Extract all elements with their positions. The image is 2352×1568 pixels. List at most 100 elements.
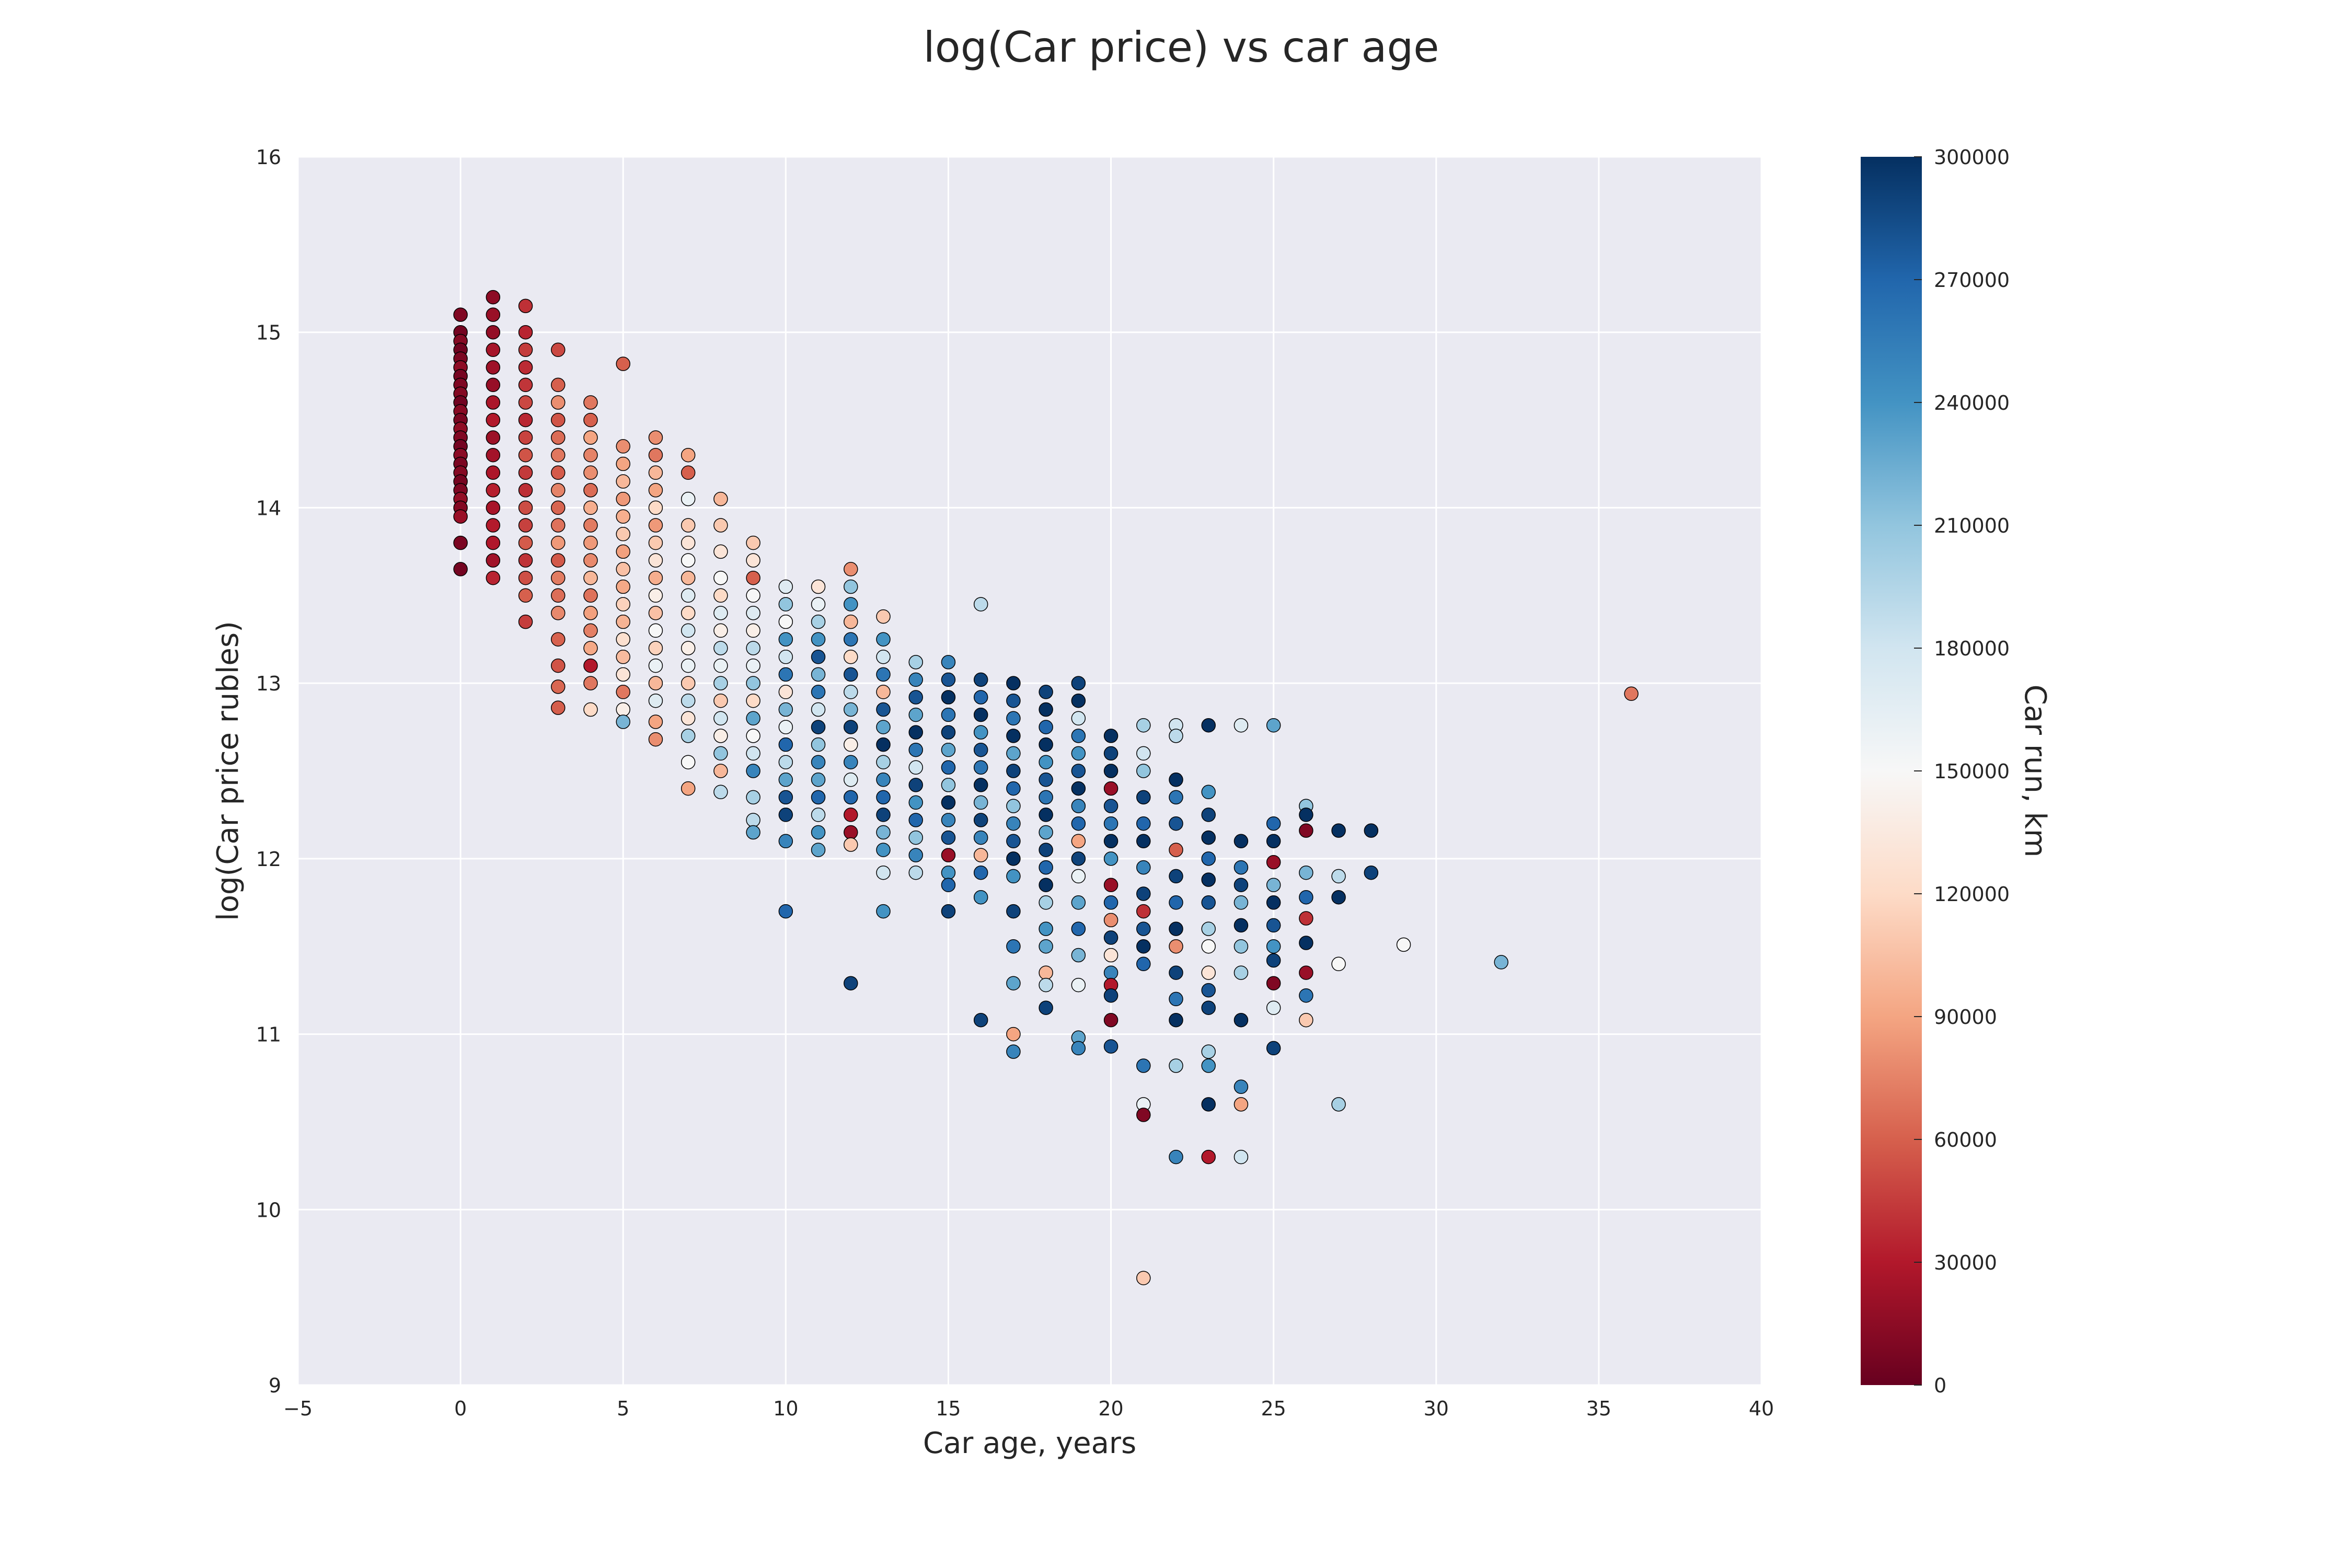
data-point [1006, 851, 1021, 866]
data-points [453, 290, 1639, 1285]
data-point [648, 483, 663, 498]
data-point [648, 693, 663, 708]
y-tick-label: 14 [256, 497, 281, 520]
data-point [973, 795, 988, 810]
data-point [551, 377, 566, 393]
data-point [453, 307, 468, 322]
data-point [1039, 702, 1053, 717]
plot-area [298, 157, 1761, 1385]
data-point [908, 742, 923, 757]
data-point [583, 500, 598, 515]
data-point [616, 527, 630, 541]
data-point [1169, 816, 1183, 831]
data-point [844, 597, 858, 612]
data-point [1006, 799, 1021, 813]
data-point [583, 702, 598, 717]
data-point [1071, 729, 1086, 743]
data-point [844, 562, 858, 577]
colorbar-tick-label: 120000 [1934, 883, 2010, 906]
data-point [1136, 921, 1151, 936]
data-point [518, 377, 533, 393]
data-point [1201, 1149, 1216, 1165]
data-point [713, 606, 728, 620]
data-point [1169, 939, 1183, 954]
data-point [486, 483, 501, 498]
data-point [1039, 808, 1053, 822]
data-point [1103, 729, 1119, 743]
data-point [681, 755, 696, 769]
data-point [486, 553, 501, 568]
data-point [811, 632, 826, 647]
data-point [1233, 939, 1249, 954]
data-point [1331, 1097, 1346, 1112]
data-point [1039, 737, 1053, 752]
data-point [713, 693, 728, 708]
data-point [1169, 869, 1183, 884]
data-point [1103, 988, 1119, 1003]
data-point [1103, 895, 1119, 910]
data-point [1006, 1027, 1021, 1042]
data-point [778, 579, 793, 594]
data-point [713, 491, 728, 506]
data-point [1039, 843, 1053, 857]
data-point [1201, 921, 1216, 936]
data-point [941, 778, 956, 792]
data-point [973, 690, 988, 705]
data-point [713, 746, 728, 761]
data-point [811, 808, 826, 822]
data-point [1233, 895, 1249, 910]
data-point [681, 518, 696, 533]
data-point [1136, 834, 1151, 849]
data-point [1103, 1039, 1119, 1054]
data-point [1039, 878, 1053, 892]
data-point [876, 790, 891, 805]
data-point [551, 395, 566, 410]
data-point [518, 588, 533, 603]
data-point [681, 491, 696, 506]
data-point [811, 825, 826, 840]
data-point [713, 623, 728, 638]
data-point [518, 570, 533, 585]
data-point [1006, 834, 1021, 849]
data-point [453, 535, 468, 550]
data-point [1136, 860, 1151, 875]
data-point [1331, 869, 1346, 884]
data-point [681, 729, 696, 743]
data-point [1071, 746, 1086, 761]
data-point [844, 755, 858, 769]
data-point [518, 395, 533, 410]
data-point [844, 685, 858, 699]
data-point [1201, 1097, 1216, 1112]
data-point [746, 641, 760, 655]
data-point [648, 518, 663, 533]
data-point [876, 609, 891, 624]
data-point [713, 676, 728, 690]
data-point [876, 865, 891, 880]
data-point [1071, 834, 1086, 849]
data-point [1103, 799, 1119, 813]
data-point [1201, 851, 1216, 866]
data-point [681, 447, 696, 463]
data-point [876, 904, 891, 919]
data-point [1006, 676, 1021, 690]
data-point [616, 714, 630, 729]
data-point [1169, 773, 1183, 787]
data-point [713, 641, 728, 655]
data-point [681, 588, 696, 603]
gridlines [297, 156, 1762, 1386]
data-point [551, 632, 566, 647]
data-point [1071, 764, 1086, 778]
data-point [551, 500, 566, 515]
colorbar-tick-label: 210000 [1934, 514, 2010, 537]
data-point [844, 579, 858, 594]
data-point [713, 658, 728, 673]
data-point [746, 658, 760, 673]
x-tick-label: 40 [1749, 1397, 1774, 1420]
data-point [876, 667, 891, 682]
x-tick-label: 5 [617, 1397, 629, 1420]
data-point [973, 725, 988, 740]
y-tick-label: 15 [256, 321, 281, 344]
data-point [551, 535, 566, 550]
data-point [1299, 823, 1313, 838]
data-point [908, 655, 923, 670]
